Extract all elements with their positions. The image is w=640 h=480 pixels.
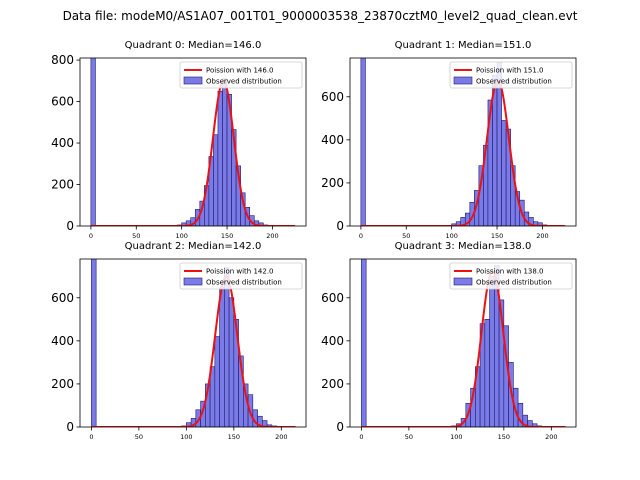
legend-box bbox=[449, 262, 573, 290]
y-tick-label: 400 bbox=[51, 136, 74, 150]
x-tick-label: 50 bbox=[132, 232, 140, 240]
histogram-bar bbox=[484, 319, 490, 427]
figure-title: Data file: modeM0/AS1A07_001T01_90000035… bbox=[63, 9, 578, 23]
y-tick-label: 200 bbox=[321, 377, 344, 391]
x-tick-label: 50 bbox=[405, 433, 413, 441]
y-tick-label: 400 bbox=[51, 334, 74, 348]
x-tick-label: 100 bbox=[445, 232, 457, 240]
legend: Poission with 151.0 Observed distribution bbox=[449, 61, 573, 89]
y-tick-label: 600 bbox=[51, 291, 74, 305]
quadrant-0-title: Quadrant 0: Median=146.0 bbox=[125, 40, 262, 51]
axes-frame bbox=[349, 258, 577, 428]
legend: Poission with 146.0 Observed distribution bbox=[179, 61, 303, 89]
y-tick-label: 0 bbox=[336, 219, 344, 233]
x-tick-label: 0 bbox=[89, 433, 93, 441]
histogram-bar bbox=[361, 259, 367, 427]
histogram-bar bbox=[222, 78, 228, 226]
quadrant-3-title: Quadrant 3: Median=138.0 bbox=[395, 241, 532, 252]
legend-observed-swatch bbox=[183, 277, 203, 286]
x-tick-label: 100 bbox=[175, 232, 187, 240]
histogram-bar bbox=[91, 259, 97, 427]
x-tick-label: 0 bbox=[359, 433, 363, 441]
x-tick-label: 150 bbox=[491, 232, 503, 240]
legend-observed-swatch bbox=[453, 277, 473, 286]
histogram-bar bbox=[219, 286, 225, 427]
quadrant-3-panel: Quadrant 3: Median=138.0 0 200 400 600 0 50 100… bbox=[321, 241, 577, 441]
y-tick-label: 800 bbox=[51, 53, 74, 67]
histogram-bar bbox=[224, 267, 230, 427]
histogram-bar bbox=[501, 120, 507, 226]
histogram-bar bbox=[217, 90, 223, 226]
axes-frame bbox=[79, 57, 307, 227]
legend-box bbox=[179, 61, 303, 89]
axes-frame bbox=[79, 258, 307, 428]
x-tick-label: 200 bbox=[266, 232, 278, 240]
histogram-bar bbox=[360, 58, 366, 226]
x-tick-label: 150 bbox=[221, 232, 233, 240]
x-tick-label: 100 bbox=[180, 433, 192, 441]
axes-frame bbox=[349, 57, 577, 227]
x-tick-label: 200 bbox=[545, 433, 557, 441]
x-tick-label: 0 bbox=[89, 232, 93, 240]
y-tick-label: 600 bbox=[321, 90, 344, 104]
y-tick-label: 600 bbox=[321, 291, 344, 305]
y-tick-label: 200 bbox=[321, 176, 344, 190]
observed-bars bbox=[91, 259, 277, 427]
y-tick-label: 600 bbox=[51, 95, 74, 109]
y-tick-label: 0 bbox=[336, 420, 344, 434]
x-tick-label: 150 bbox=[228, 433, 240, 441]
x-tick-label: 50 bbox=[135, 433, 143, 441]
x-tick-label: 0 bbox=[359, 232, 363, 240]
legend-observed-label: Observed distribution bbox=[206, 78, 282, 86]
quadrant-1-panel: Quadrant 1: Median=151.0 0 200 400 600 0 50 100… bbox=[321, 40, 577, 240]
y-tick-label: 200 bbox=[51, 178, 74, 192]
histogram-bar bbox=[228, 297, 235, 427]
legend-observed-label: Observed distribution bbox=[476, 279, 552, 287]
histogram-bar bbox=[213, 134, 219, 226]
legend: Poission with 138.0 Observed distribution bbox=[449, 262, 573, 290]
legend-box bbox=[179, 262, 303, 290]
quadrant-0-panel: Quadrant 0: Median=146.0 0 200 400 600 800 0 50… bbox=[51, 40, 307, 240]
legend-observed-label: Observed distribution bbox=[476, 78, 552, 86]
quadrant-panels: Quadrant 0: Median=146.0 0 200 400 600 800 0 50… bbox=[51, 40, 577, 441]
legend: Poission with 142.0 Observed distribution bbox=[179, 262, 303, 290]
histogram-bar bbox=[214, 336, 220, 427]
legend-fit-label: Poission with 146.0 bbox=[206, 67, 274, 75]
legend-observed-swatch bbox=[183, 76, 203, 85]
x-tick-label: 200 bbox=[536, 232, 548, 240]
poisson-fit-line bbox=[90, 79, 296, 226]
x-tick-label: 200 bbox=[275, 433, 287, 441]
x-tick-label: 150 bbox=[498, 433, 510, 441]
y-tick-label: 0 bbox=[66, 420, 74, 434]
y-tick-label: 400 bbox=[321, 334, 344, 348]
poisson-fit-line bbox=[360, 79, 566, 226]
x-tick-label: 100 bbox=[450, 433, 462, 441]
y-tick-label: 200 bbox=[51, 377, 74, 391]
legend-box bbox=[449, 61, 573, 89]
legend-fit-label: Poission with 142.0 bbox=[206, 268, 274, 276]
legend-observed-swatch bbox=[453, 76, 473, 85]
poisson-fit-line bbox=[361, 269, 566, 427]
histogram-bar bbox=[489, 275, 495, 427]
quadrant-1-title: Quadrant 1: Median=151.0 bbox=[395, 40, 532, 51]
y-tick-label: 0 bbox=[66, 219, 74, 233]
poisson-fit-line bbox=[91, 275, 296, 427]
histogram-bar bbox=[90, 58, 96, 226]
quadrant-2-panel: Quadrant 2: Median=142.0 0 200 400 600 0 50 100… bbox=[51, 241, 307, 441]
legend-observed-label: Observed distribution bbox=[206, 279, 282, 287]
x-tick-label: 50 bbox=[402, 232, 410, 240]
quadrant-2-title: Quadrant 2: Median=142.0 bbox=[125, 241, 262, 252]
legend-fit-label: Poission with 138.0 bbox=[476, 268, 544, 276]
y-tick-label: 400 bbox=[321, 133, 344, 147]
legend-fit-label: Poission with 151.0 bbox=[476, 67, 544, 75]
